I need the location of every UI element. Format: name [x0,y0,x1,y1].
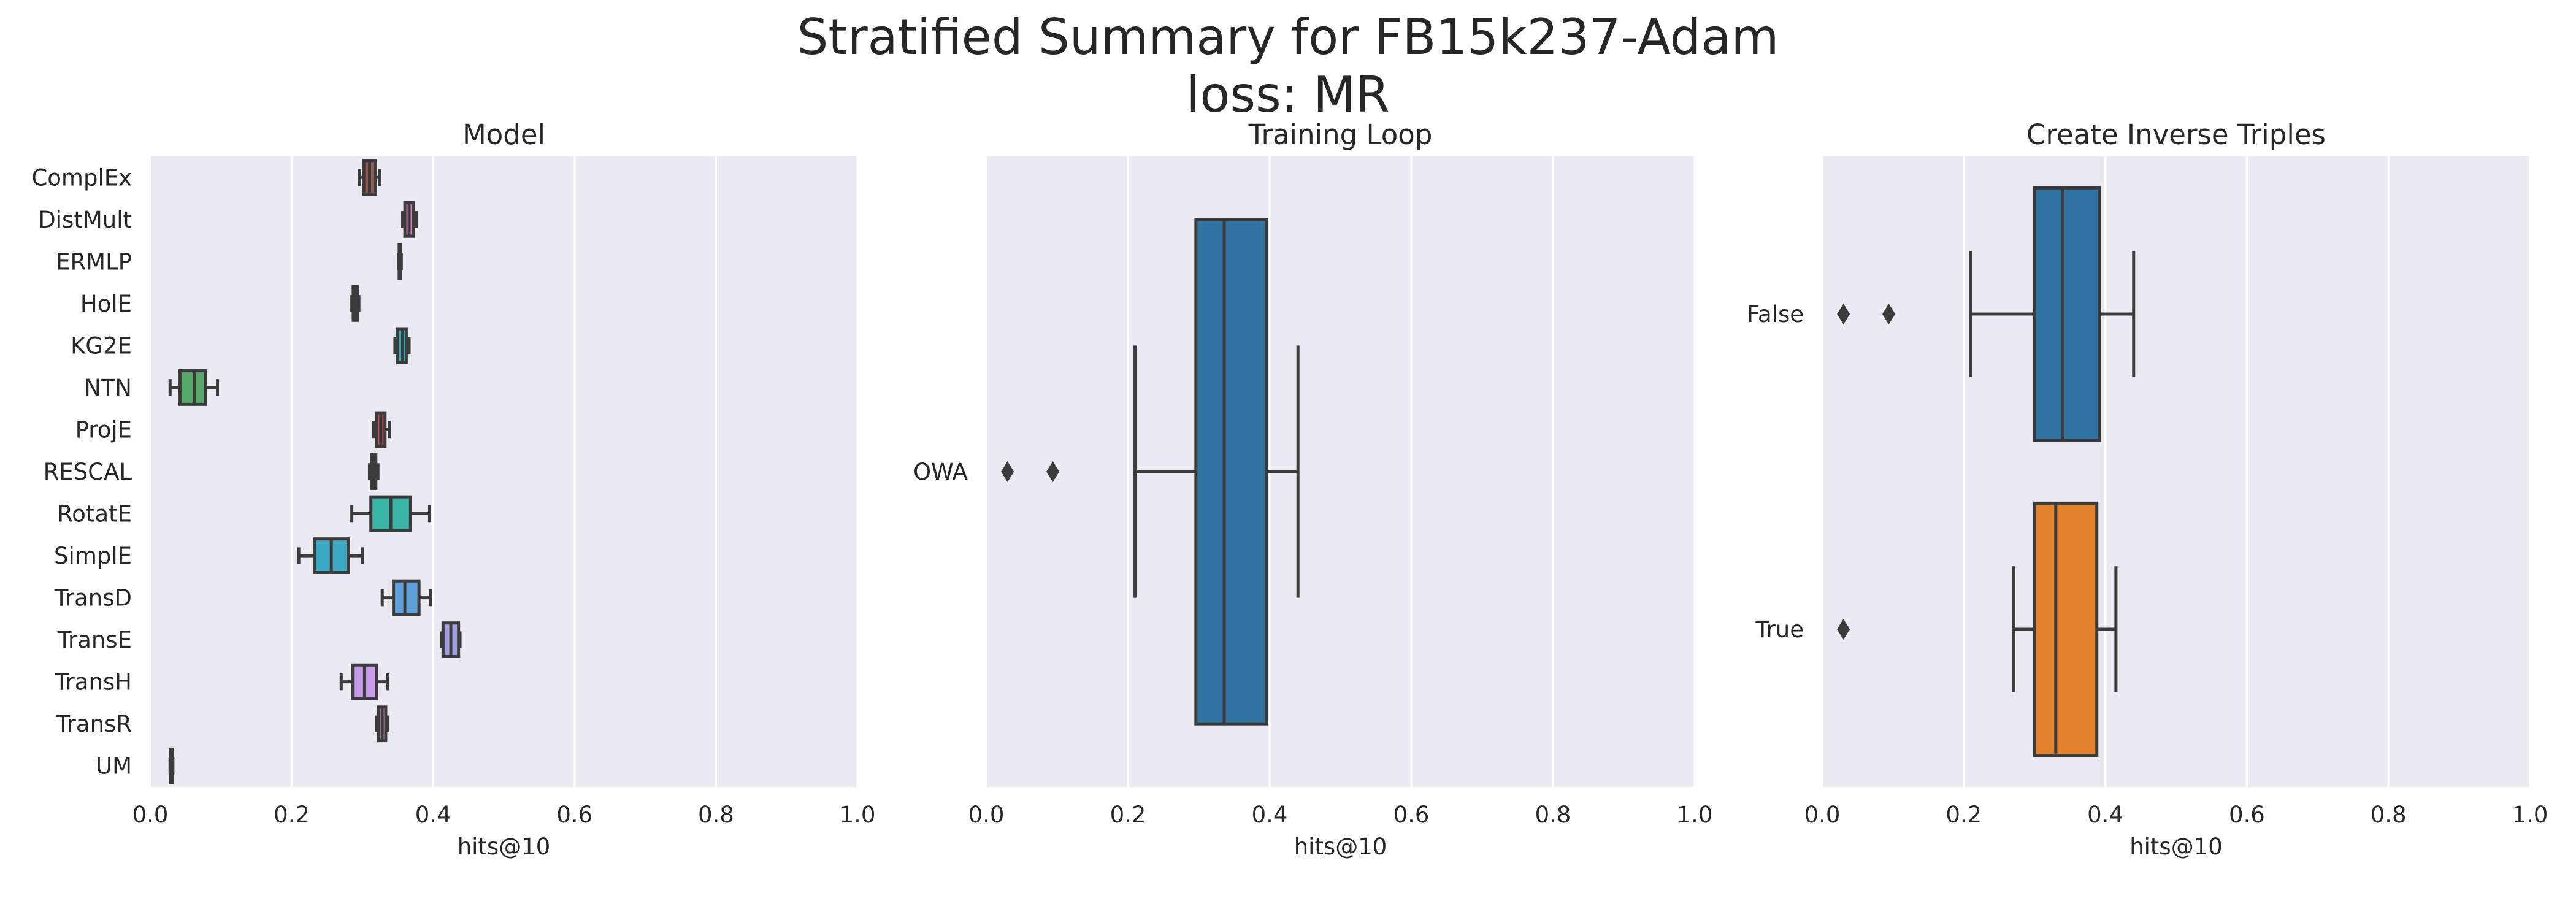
outlier-point [1001,461,1014,482]
x-axis-label: hits@10 [2129,834,2223,860]
x-tick-label: 0.6 [1393,802,1430,828]
category-label: TransH [54,669,132,696]
x-tick-label: 0.2 [1945,802,1982,828]
category-label: TransD [54,585,132,611]
x-axis-label: hits@10 [1294,834,1387,860]
category-label: HolE [80,291,132,317]
box [1194,218,1268,726]
x-tick-label: 0.0 [968,802,1005,828]
subplot-model: 0.0 0.2 0.4 0.6 0.8 1.0 Model hits@10 ComplEx Dis… [31,118,875,860]
subplot-training-loop: 0.0 0.2 0.4 0.6 0.8 1.0 Training Loop hits@10 OW… [913,118,1712,860]
x-tick-label: 0.4 [2087,802,2123,828]
x-tick-label: 0.4 [1252,802,1288,828]
box [2033,501,2099,757]
category-label: KG2E [71,332,132,359]
outlier-point [1046,461,1060,482]
x-tick-label: 0.6 [2229,802,2265,828]
category-label: TransR [56,711,132,737]
figure-title-line-1: Stratified Summary for FB15k237-Adam [797,9,1779,66]
subplot-title: Model [462,118,545,151]
subplot-title: Training Loop [1248,118,1433,151]
x-tick-label: 0.6 [556,802,592,828]
outlier-point [1882,304,1896,324]
subplot-create-inverse-triples: 0.0 0.2 0.4 0.6 0.8 1.0 Create Inverse Triples… [1747,118,2548,860]
box [2033,186,2101,442]
x-tick-label: 0.0 [1804,802,1841,828]
x-tick-label: 1.0 [1677,802,1713,828]
x-tick-label: 0.2 [1110,802,1146,828]
category-label: OWA [913,459,968,485]
x-tick-label: 1.0 [840,802,876,828]
subplot-title: Create Inverse Triples [2026,118,2326,151]
category-label: ERMLP [56,248,132,275]
category-label: RotatE [57,501,132,527]
outlier-point [1837,304,1850,324]
category-label: RESCAL [44,459,132,485]
outlier-point [1837,619,1850,640]
category-label: False [1747,301,1804,328]
category-label: NTN [84,375,132,401]
figure-title-line-2: loss: MR [1186,66,1390,123]
x-tick-label: 0.4 [415,802,451,828]
x-tick-label: 0.8 [2371,802,2407,828]
category-label: SimplE [54,543,132,569]
figure-title: Stratified Summary for FB15k237-Adam los… [0,9,2576,124]
category-label: DistMult [38,207,132,233]
x-tick-label: 0.8 [1535,802,1571,828]
x-tick-label: 1.0 [2512,802,2548,828]
x-tick-label: 0.2 [274,802,310,828]
plot-area [150,156,857,787]
x-axis-label: hits@10 [458,834,551,860]
category-label: True [1755,616,1804,643]
category-label: TransE [57,627,132,653]
plot-area [986,156,1695,787]
category-label: ComplEx [31,164,132,191]
x-tick-label: 0.0 [132,802,169,828]
category-label: ProjE [75,416,132,443]
x-tick-label: 0.8 [698,802,734,828]
category-label: UM [96,753,132,780]
plot-area [1822,156,2530,787]
